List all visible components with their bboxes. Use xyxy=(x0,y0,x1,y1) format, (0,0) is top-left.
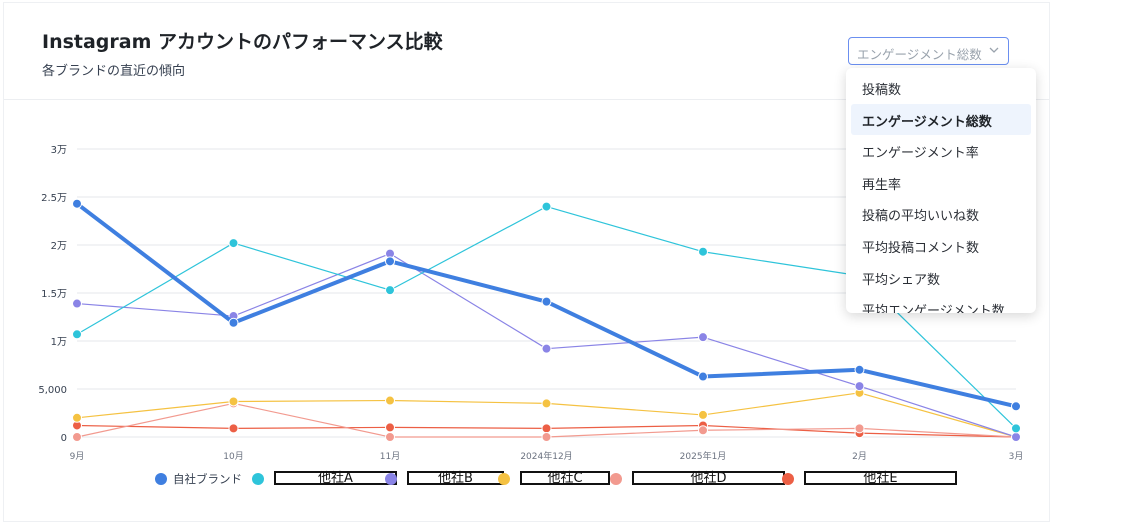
data-point-4 xyxy=(541,432,552,442)
data-point-2 xyxy=(698,332,708,343)
legend-label: 他社E xyxy=(804,471,957,485)
data-point-5 xyxy=(385,422,395,433)
data-point-5 xyxy=(228,423,239,434)
metric-select-value: エンゲージメント総数 xyxy=(857,47,982,62)
y-tick-label: 2万 xyxy=(51,241,67,252)
data-point-5 xyxy=(541,423,552,434)
data-point-1 xyxy=(72,329,82,340)
data-point-3 xyxy=(698,409,708,420)
data-point-0 xyxy=(72,198,82,209)
data-point-0 xyxy=(854,364,865,375)
dropdown-option[interactable]: エンゲージメント総数 xyxy=(851,103,1031,135)
data-point-0 xyxy=(1011,401,1021,412)
dropdown-option-label: 投稿の平均いいね数 xyxy=(862,209,980,225)
dropdown-option[interactable]: 投稿の平均いいね数 xyxy=(851,198,1031,229)
y-tick-label: 2.5万 xyxy=(41,193,67,204)
y-tick-label: 1.5万 xyxy=(41,289,67,300)
x-tick-label: 2025年1月 xyxy=(680,450,727,462)
legend-marker xyxy=(610,473,622,485)
legend-label: 他社A xyxy=(274,471,397,485)
x-tick-label: 2月 xyxy=(852,451,867,462)
page-subtitle: 各ブランドの直近の傾向 xyxy=(42,64,186,79)
metric-dropdown-menu: 投稿数エンゲージメント総数 エンゲージメント率 再生率投稿の平均いいね数 平均投稿コメ… xyxy=(846,68,1036,313)
data-point-3 xyxy=(541,398,552,409)
data-point-0 xyxy=(228,317,239,328)
data-point-2 xyxy=(541,343,552,354)
dropdown-option-label: 再生率 xyxy=(862,177,902,193)
legend-label: 自社ブランド xyxy=(173,472,242,486)
data-point-1 xyxy=(1011,423,1021,434)
metric-select[interactable]: エンゲージメント総数 xyxy=(848,37,1009,65)
dropdown-option[interactable]: エンゲージメント率 xyxy=(851,135,1031,166)
chevron-down-icon xyxy=(989,47,999,53)
dropdown-option-label: 平均シェア数 xyxy=(862,272,941,288)
legend-label: 他社B xyxy=(407,471,504,485)
page-title: Instagram アカウントのパフォーマンス比較 xyxy=(42,31,443,53)
x-tick-label: 9月 xyxy=(70,451,85,462)
data-point-4 xyxy=(854,423,865,434)
y-tick-label: 1万 xyxy=(51,337,67,348)
dropdown-option-label: 投稿数 xyxy=(862,83,902,98)
dropdown-option-label: 平均投稿コメント数 xyxy=(862,241,980,256)
data-point-1 xyxy=(541,201,552,212)
dropdown-option-label: エンゲージメント率 xyxy=(862,146,979,162)
y-tick-label: 3万 xyxy=(51,145,67,156)
dropdown-option[interactable]: 平均エンゲージメント数 xyxy=(851,293,1031,313)
data-point-1 xyxy=(698,246,708,257)
y-tick-label: 5,000 xyxy=(38,385,67,396)
y-tick-label: 0 xyxy=(61,433,67,444)
x-tick-label: 3月 xyxy=(1009,451,1024,462)
legend-marker xyxy=(252,473,264,485)
legend-marker xyxy=(385,473,397,485)
legend-marker xyxy=(155,473,167,485)
data-point-3 xyxy=(72,412,82,423)
data-point-4 xyxy=(698,425,708,436)
data-point-3 xyxy=(385,395,395,406)
x-tick-label: 11月 xyxy=(380,451,400,462)
data-point-4 xyxy=(72,432,82,442)
data-point-1 xyxy=(228,238,239,249)
data-point-0 xyxy=(385,256,395,267)
legend-marker xyxy=(498,473,510,485)
data-point-2 xyxy=(72,298,82,309)
dropdown-option[interactable]: 平均シェア数 xyxy=(851,262,1031,293)
dropdown-option[interactable]: 再生率 xyxy=(851,167,1031,198)
legend-label: 他社C xyxy=(520,471,610,485)
dropdown-option[interactable]: 投稿数 xyxy=(851,72,1031,103)
data-point-2 xyxy=(1011,432,1021,442)
data-point-0 xyxy=(541,296,552,307)
dropdown-option-label: エンゲージメント総数 xyxy=(862,114,992,130)
legend-marker xyxy=(782,473,794,485)
legend-label: 他社D xyxy=(632,471,785,485)
dropdown-option-label: 平均エンゲージメント数 xyxy=(862,304,1005,313)
line-chart: 0 5,000 1万 1.5万 2万 2.5万 3万 9月 10月 11月 2024年12月 2025… xyxy=(38,145,1024,462)
data-point-1 xyxy=(385,285,395,296)
data-point-4 xyxy=(385,432,395,442)
x-tick-label: 10月 xyxy=(223,451,243,462)
card-header: Instagram アカウントのパフォーマンス比較 各ブランドの直近の傾向 エン… xyxy=(4,3,1049,100)
x-tick-label: 2024年12月 xyxy=(520,450,572,462)
data-point-0 xyxy=(698,371,708,382)
dropdown-option[interactable]: 平均投稿コメント数 xyxy=(851,230,1031,261)
data-point-2 xyxy=(854,381,865,392)
data-point-3 xyxy=(228,396,239,407)
